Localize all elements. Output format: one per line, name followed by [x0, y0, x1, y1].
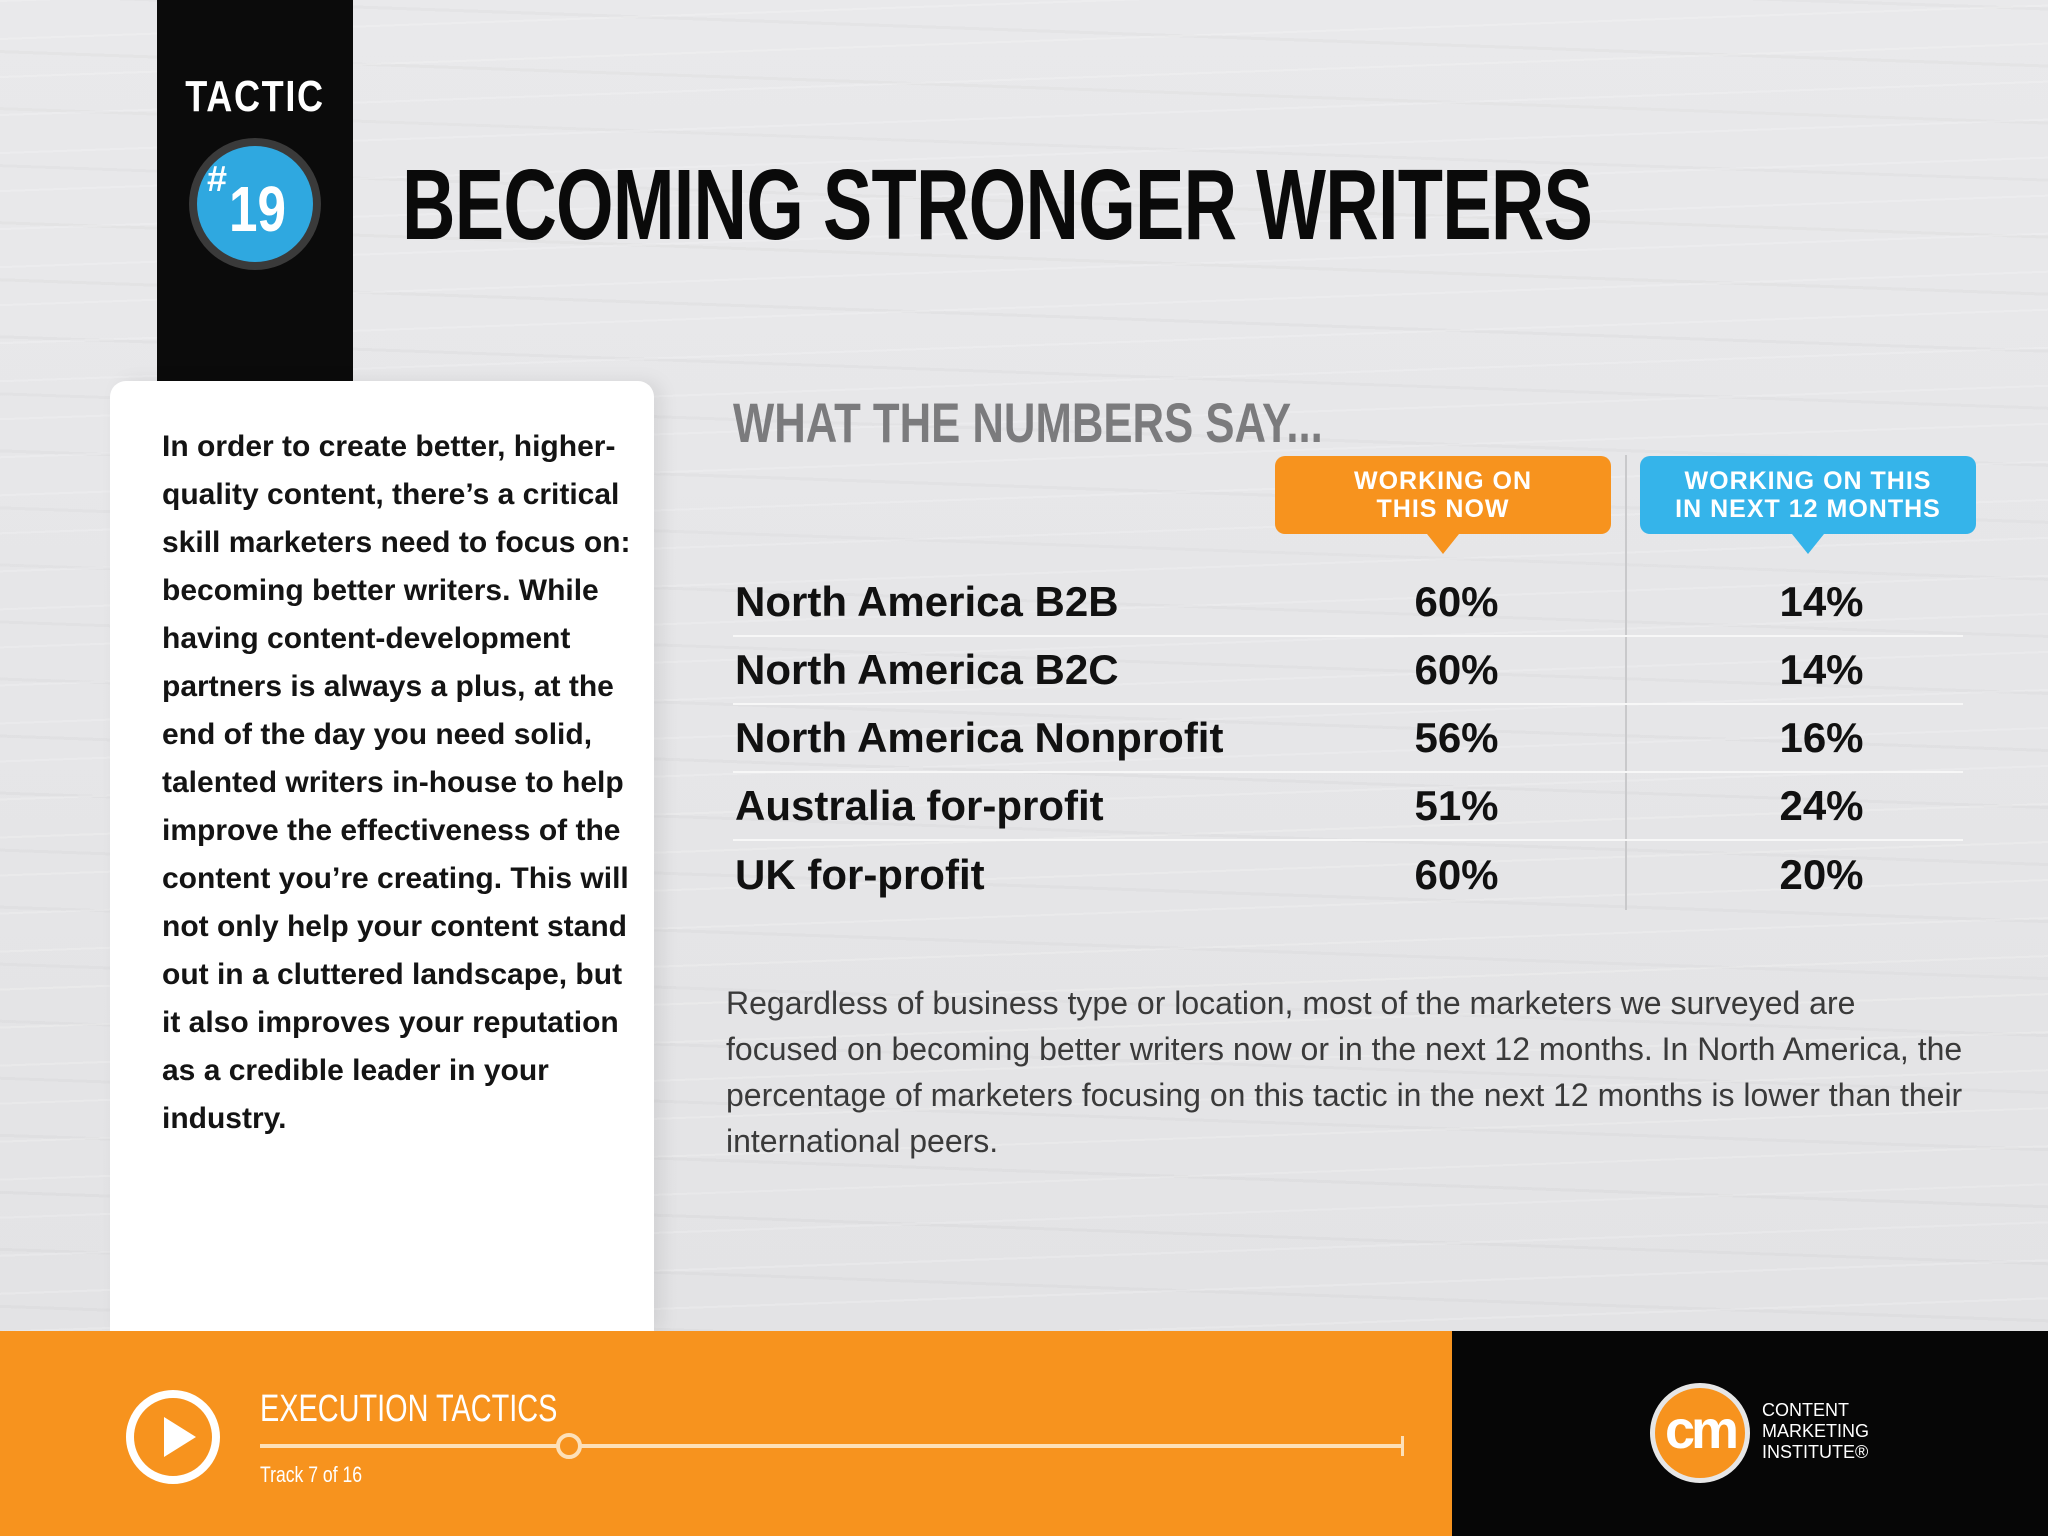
- row-next-value: 14%: [1620, 568, 1963, 637]
- row-next-value: 20%: [1779, 850, 1864, 898]
- tactic-banner: TACTIC # 19: [157, 0, 353, 381]
- row-now-value: 60%: [1414, 850, 1499, 898]
- play-icon[interactable]: [126, 1390, 220, 1484]
- numbers-table: North America B2B 60% 14% North America …: [733, 568, 1963, 908]
- row-region: North America Nonprofit: [733, 704, 1293, 773]
- logo-line-2: MARKETING: [1762, 1421, 1870, 1441]
- table-row: North America B2C 60% 14%: [733, 636, 1963, 705]
- track-label: Track 7 of 16: [260, 1462, 363, 1487]
- row-now-value: 60%: [1293, 568, 1620, 637]
- row-region: Australia for-profit: [733, 772, 1293, 841]
- row-now-value: 56%: [1293, 704, 1620, 773]
- summary-text: Regardless of business type or location,…: [726, 985, 1963, 1159]
- tactic-number-badge: # 19: [189, 138, 321, 270]
- footer-logo-area: [1452, 1331, 2048, 1536]
- table-row: North America Nonprofit 56% 16%: [733, 704, 1963, 773]
- footer-bar: [0, 1331, 1452, 1536]
- row-next-value: 24%: [1620, 772, 1963, 841]
- column-header-next-line1: WORKING ON THIS: [1684, 467, 1932, 495]
- track-progress-line: [260, 1444, 1403, 1448]
- row-next-value: 14%: [1620, 636, 1963, 705]
- column-header-now-line1: WORKING ON: [1353, 467, 1533, 495]
- numbers-heading: WHAT THE NUMBERS SAY...: [733, 391, 1323, 454]
- row-region: North America B2C: [733, 636, 1293, 705]
- track-end-marker: [1401, 1436, 1404, 1456]
- logo-line-1: CONTENT: [1762, 1400, 1849, 1420]
- cmi-logo-text: CONTENT MARKETING INSTITUTE®: [1762, 1400, 1869, 1463]
- row-next-value: 16%: [1620, 704, 1963, 773]
- table-row: Australia for-profit 51% 24%: [733, 772, 1963, 841]
- row-now-value: 51%: [1293, 772, 1620, 841]
- column-header-now: WORKING ON THIS NOW: [1275, 456, 1611, 554]
- row-now-value: 60%: [1293, 636, 1620, 705]
- column-header-next: WORKING ON THIS IN NEXT 12 MONTHS: [1640, 456, 1976, 554]
- intro-text: In order to create better, higher-qualit…: [162, 430, 631, 1135]
- page-title: BECOMING STRONGER WRITERS: [402, 149, 1593, 261]
- tactic-number: 19: [229, 173, 286, 245]
- cmi-logo-icon: cm: [1650, 1383, 1750, 1483]
- track-progress-knob[interactable]: [555, 1433, 582, 1459]
- column-header-now-line2: THIS NOW: [1376, 495, 1510, 523]
- table-row: UK for-profit 60% 20%: [733, 840, 1963, 908]
- row-region: North America B2B: [733, 568, 1293, 637]
- table-row: North America B2B 60% 14%: [733, 568, 1963, 637]
- column-header-next-line2: IN NEXT 12 MONTHS: [1675, 495, 1941, 523]
- logo-line-3: INSTITUTE®: [1762, 1442, 1869, 1462]
- row-region: UK for-profit: [735, 850, 985, 898]
- section-label: EXECUTION TACTICS: [260, 1388, 558, 1430]
- intro-card: In order to create better, higher-qualit…: [110, 381, 654, 1331]
- tactic-label: TACTIC: [185, 72, 325, 121]
- tactic-hash: #: [207, 158, 228, 199]
